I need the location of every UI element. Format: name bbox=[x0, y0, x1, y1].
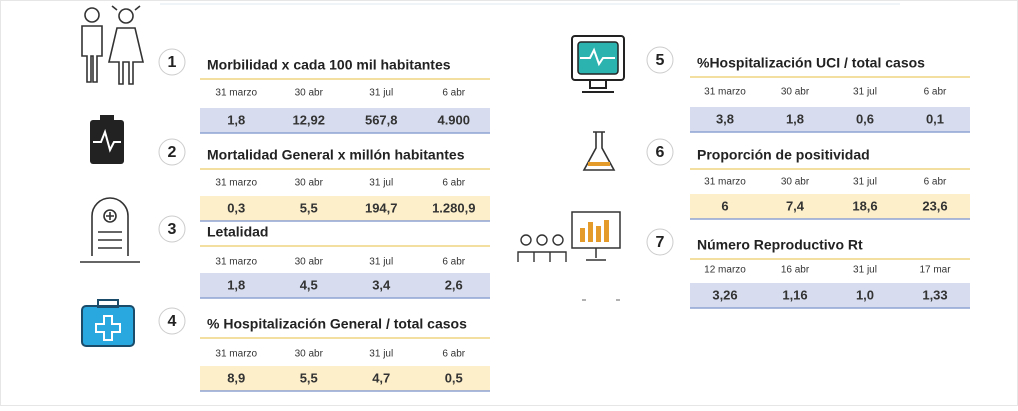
value-label: 8,9 bbox=[227, 370, 245, 385]
value-row bbox=[200, 108, 490, 133]
value-label: 0,5 bbox=[445, 370, 463, 385]
date-label: 16 abr bbox=[781, 265, 810, 276]
screen-icon bbox=[571, 35, 625, 93]
date-label: 6 abr bbox=[442, 178, 465, 189]
date-label: 30 abr bbox=[781, 177, 810, 188]
date-label: 6 abr bbox=[442, 257, 465, 268]
number-badge bbox=[646, 138, 674, 166]
date-label: 6 abr bbox=[924, 87, 947, 98]
indicator-number: 1 bbox=[168, 54, 177, 71]
number-badge bbox=[158, 138, 186, 166]
value-label: 1,8 bbox=[227, 277, 245, 292]
value-label: 0,1 bbox=[926, 111, 944, 126]
date-label: 31 marzo bbox=[704, 87, 746, 98]
date-label: 30 abr bbox=[295, 257, 324, 268]
value-row bbox=[200, 366, 490, 391]
monitor-icon bbox=[90, 115, 124, 164]
date-label: 31 marzo bbox=[215, 88, 257, 99]
date-label: 31 jul bbox=[369, 178, 393, 189]
date-label: 31 jul bbox=[369, 349, 393, 360]
tombstone-icon bbox=[80, 197, 140, 263]
value-row bbox=[690, 283, 970, 308]
value-row bbox=[200, 273, 490, 298]
value-label: 23,6 bbox=[922, 198, 947, 213]
value-row bbox=[200, 196, 490, 221]
indicator-title: Mortalidad General x millón habitantes bbox=[207, 147, 465, 163]
value-label: 3,26 bbox=[712, 287, 737, 302]
value-label: 1,33 bbox=[922, 287, 947, 302]
date-label: 31 marzo bbox=[704, 177, 746, 188]
value-label: 0,6 bbox=[856, 111, 874, 126]
indicator-number: 4 bbox=[168, 313, 177, 330]
value-label: 3,8 bbox=[716, 111, 734, 126]
number-badge bbox=[158, 48, 186, 76]
medkit-icon bbox=[81, 299, 135, 347]
value-label: 1,8 bbox=[786, 111, 804, 126]
value-row bbox=[690, 107, 970, 132]
value-label: 1,16 bbox=[782, 287, 807, 302]
indicator-title: Letalidad bbox=[207, 224, 268, 240]
value-label: 5,5 bbox=[300, 370, 318, 385]
value-label: 3,4 bbox=[372, 277, 391, 292]
indicator: 3 Letalidad 31 marzo 1,8 30 abr 4,5 31 jul 3,4 6… bbox=[158, 215, 490, 299]
number-badge bbox=[158, 307, 186, 335]
indicator-number: 6 bbox=[656, 144, 665, 161]
flask-icon bbox=[582, 131, 616, 171]
value-label: 7,4 bbox=[786, 198, 805, 213]
value-label: 4.900 bbox=[437, 112, 470, 127]
value-row bbox=[690, 194, 970, 219]
value-label: 1.280,9 bbox=[432, 200, 475, 215]
indicator-title: %Hospitalización UCI / total casos bbox=[697, 55, 925, 71]
value-label: 1,0 bbox=[856, 287, 874, 302]
date-label: 31 marzo bbox=[215, 349, 257, 360]
people-icon bbox=[81, 5, 145, 85]
indicator: 4 % Hospitalización General / total casos… bbox=[158, 307, 490, 392]
date-label: 17 mar bbox=[919, 265, 951, 276]
date-label: 31 jul bbox=[369, 88, 393, 99]
date-label: 6 abr bbox=[924, 177, 947, 188]
number-badge bbox=[646, 46, 674, 74]
value-label: 4,5 bbox=[300, 277, 318, 292]
indicator: 5 %Hospitalización UCI / total casos 31 ma… bbox=[646, 46, 970, 133]
date-label: 12 marzo bbox=[704, 265, 746, 276]
indicator-number: 2 bbox=[168, 144, 177, 161]
indicator-number: 7 bbox=[656, 234, 665, 251]
value-label: 0,3 bbox=[227, 200, 245, 215]
date-label: 30 abr bbox=[295, 178, 324, 189]
indicator: 7 Número Reproductivo Rt 12 marzo 3,26 16 ab… bbox=[646, 228, 970, 309]
meeting-icon bbox=[517, 211, 621, 262]
indicator-number: 5 bbox=[656, 52, 665, 69]
date-label: 31 jul bbox=[853, 87, 877, 98]
value-label: 6 bbox=[721, 198, 728, 213]
value-label: 2,6 bbox=[445, 277, 463, 292]
indicator-title: Proporción de positividad bbox=[697, 147, 870, 163]
date-label: 30 abr bbox=[295, 88, 324, 99]
date-label: 31 jul bbox=[853, 265, 877, 276]
date-label: 6 abr bbox=[442, 349, 465, 360]
value-label: 194,7 bbox=[365, 200, 398, 215]
indicator: 2 Mortalidad General x millón habitantes 3… bbox=[158, 138, 490, 222]
indicator-title: Morbilidad x cada 100 mil habitantes bbox=[207, 57, 451, 73]
date-label: 6 abr bbox=[442, 88, 465, 99]
indicator: 6 Proporción de positividad 31 marzo 6 30 ab… bbox=[646, 138, 970, 220]
date-label: 30 abr bbox=[781, 87, 810, 98]
date-label: 31 marzo bbox=[215, 178, 257, 189]
value-label: 4,7 bbox=[372, 370, 390, 385]
indicator-title: Número Reproductivo Rt bbox=[697, 237, 863, 253]
number-badge bbox=[158, 215, 186, 243]
value-label: 5,5 bbox=[300, 200, 318, 215]
number-badge bbox=[646, 228, 674, 256]
value-label: 567,8 bbox=[365, 112, 398, 127]
date-label: 30 abr bbox=[295, 349, 324, 360]
value-label: 12,92 bbox=[292, 112, 325, 127]
indicator-number: 3 bbox=[168, 221, 177, 238]
indicator-title: % Hospitalización General / total casos bbox=[207, 316, 467, 332]
value-label: 18,6 bbox=[852, 198, 877, 213]
date-label: 31 jul bbox=[369, 257, 393, 268]
date-label: 31 jul bbox=[853, 177, 877, 188]
date-label: 31 marzo bbox=[215, 257, 257, 268]
value-label: 1,8 bbox=[227, 112, 245, 127]
indicator: 1 Morbilidad x cada 100 mil habitantes 31 … bbox=[158, 48, 490, 134]
